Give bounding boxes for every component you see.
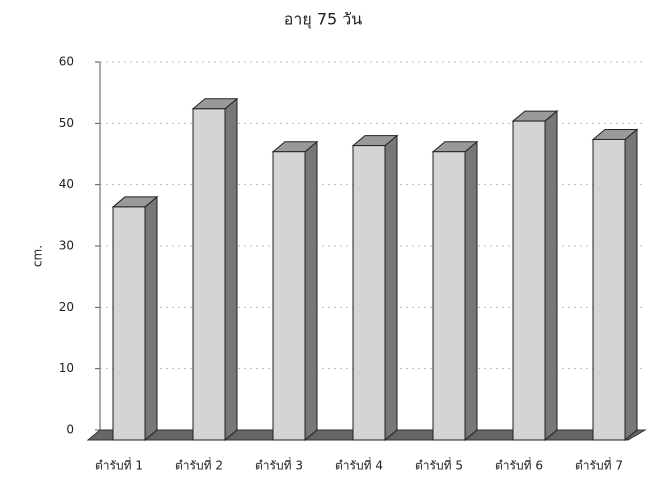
x-tick-label: ตำรับที่ 6: [495, 457, 543, 473]
y-tick-label: 10: [59, 361, 74, 375]
x-tick-label: ตำรับที่ 2: [175, 457, 223, 473]
bar-side: [144, 195, 158, 442]
bar-side: [304, 140, 318, 442]
y-tick-label: 30: [59, 239, 74, 253]
bar: [272, 151, 306, 441]
bar-side: [624, 128, 638, 442]
y-tick-label: 0: [66, 423, 74, 437]
x-tick-label: ตำรับที่ 7: [575, 457, 623, 473]
x-tick-label: ตำรับที่ 1: [95, 457, 143, 473]
bar: [432, 151, 466, 441]
bar-side: [464, 140, 478, 442]
x-tick-label: ตำรับที่ 4: [335, 457, 383, 473]
y-tick-label: 40: [59, 177, 74, 191]
bar: [192, 108, 226, 441]
x-tick-label: ตำรับที่ 5: [415, 457, 463, 473]
bar-side: [224, 97, 238, 442]
y-tick-label: 50: [59, 116, 74, 130]
bar: [512, 120, 546, 441]
chart-title: อายุ 75 วัน: [284, 10, 362, 30]
bar: [592, 138, 626, 441]
bar: [352, 145, 386, 441]
x-tick-label: ตำรับที่ 3: [255, 457, 303, 473]
y-tick-label: 20: [59, 300, 74, 314]
y-axis-label: cm.: [31, 245, 45, 267]
bar-side: [544, 109, 558, 442]
y-tick-label: 60: [59, 55, 74, 69]
bar: [112, 206, 146, 441]
bar-side: [384, 134, 398, 442]
